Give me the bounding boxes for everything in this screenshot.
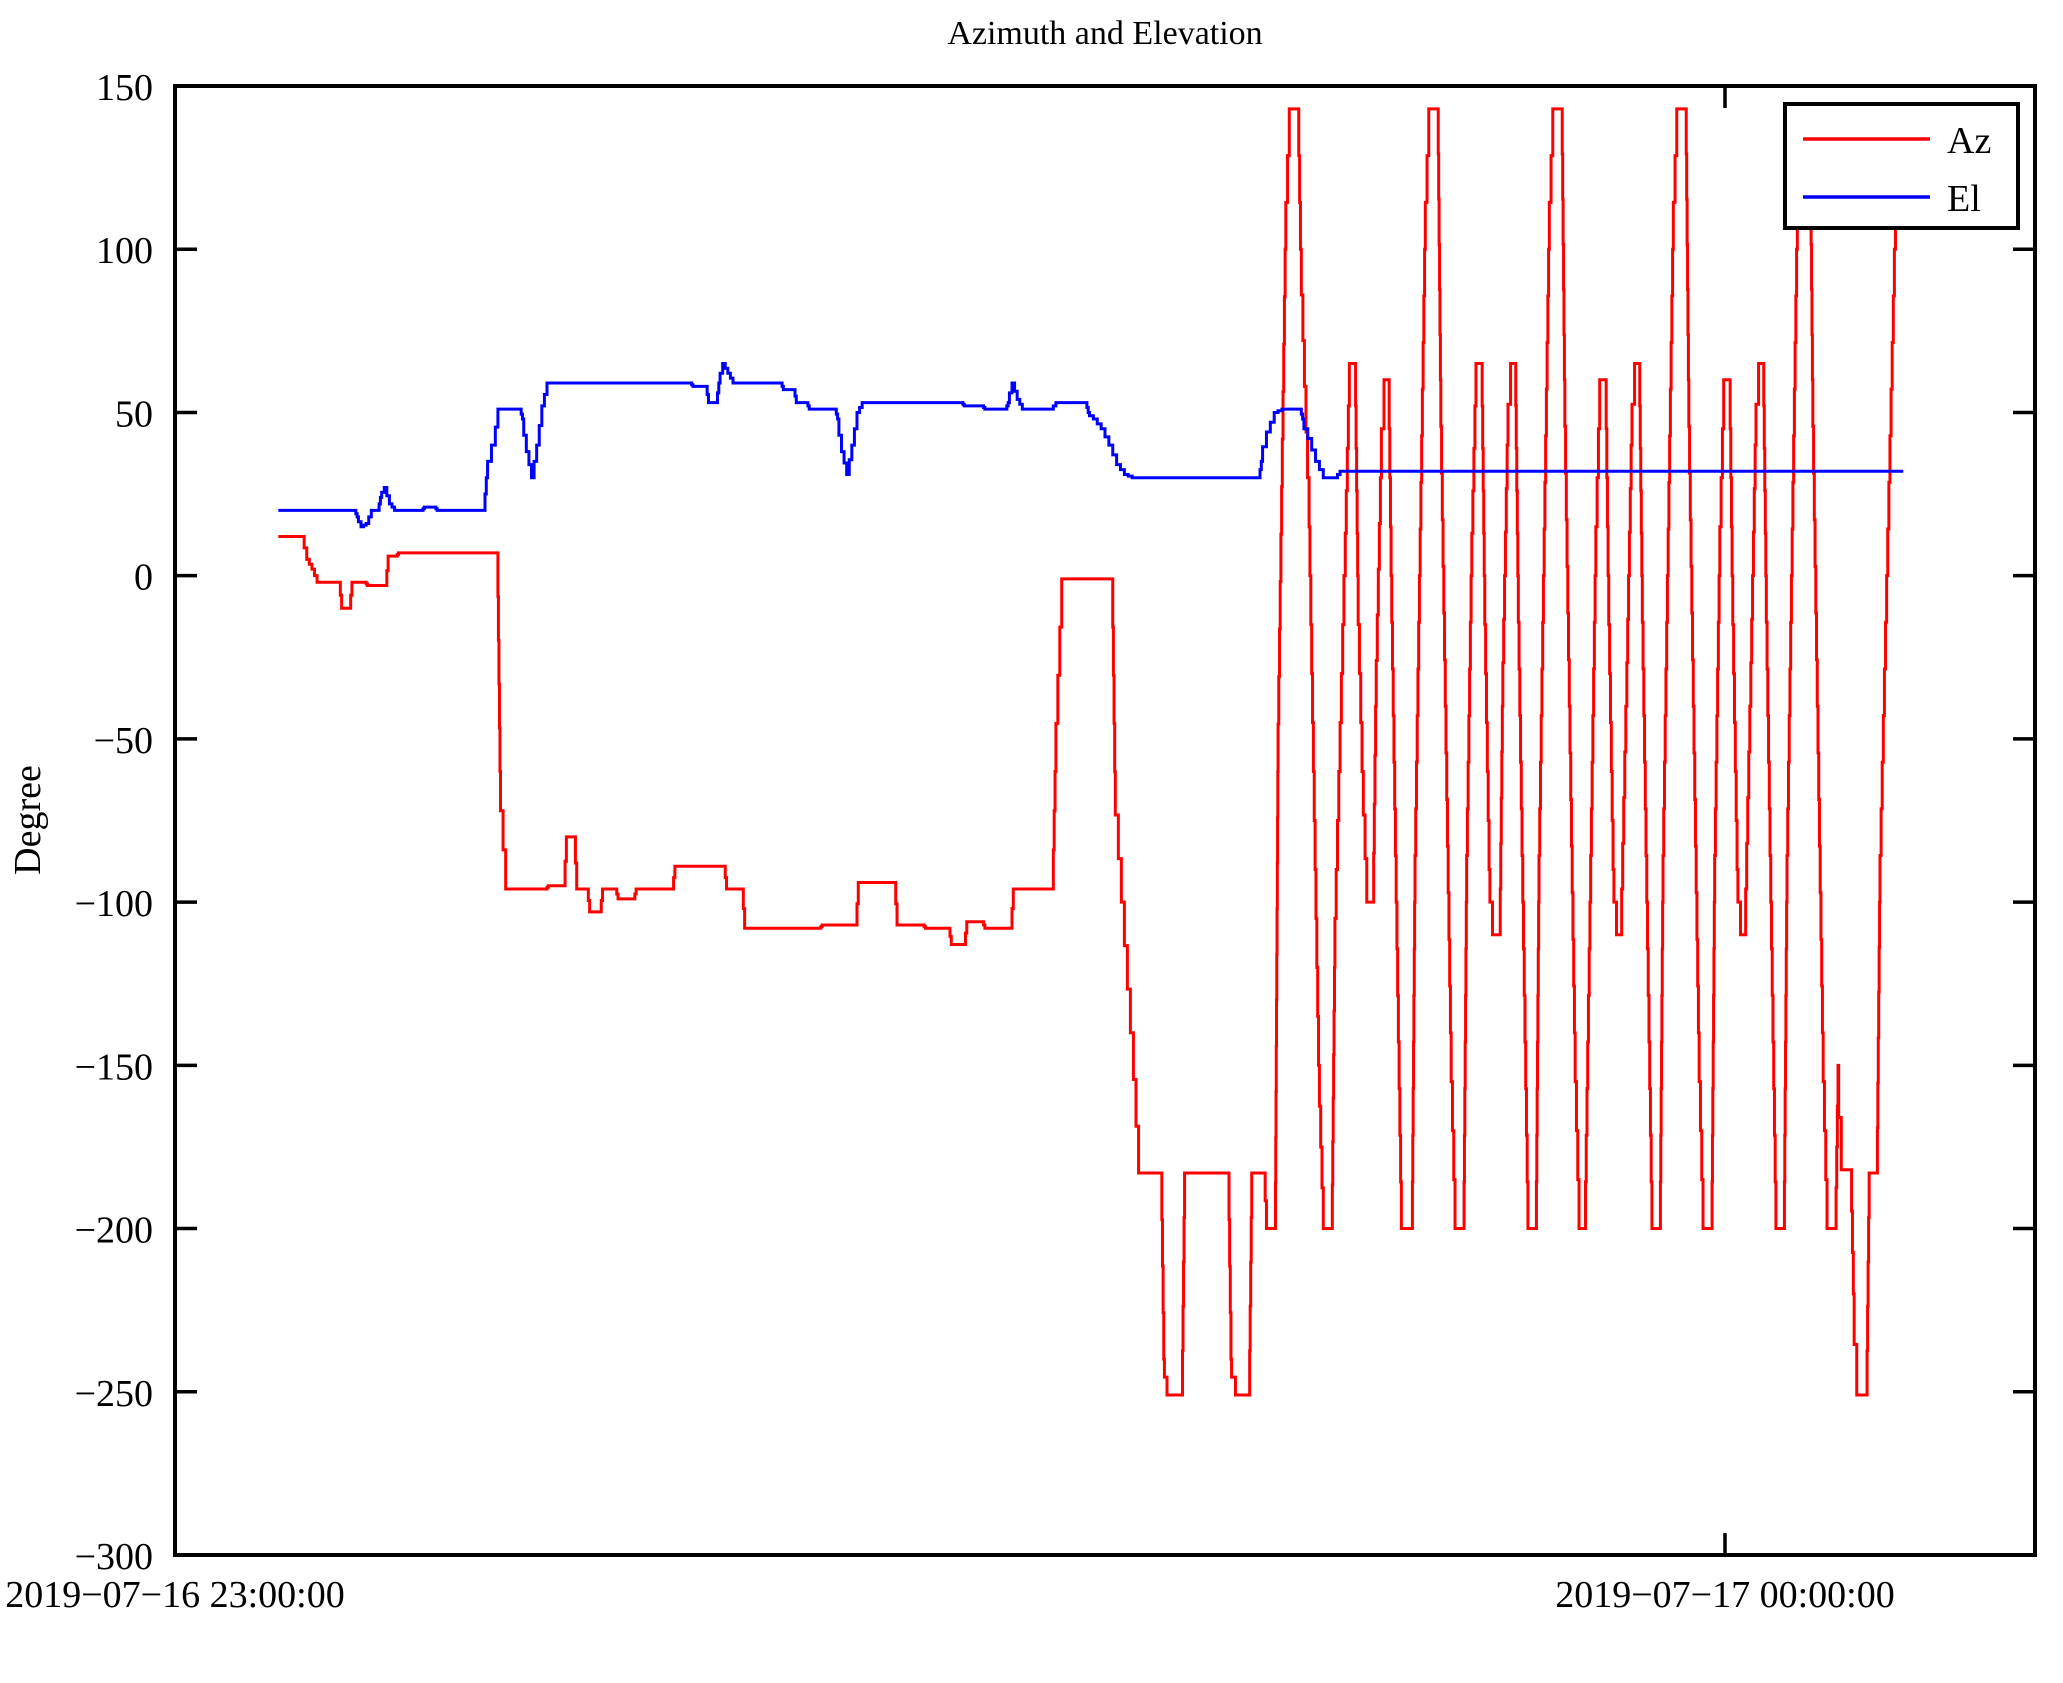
y-tick-label: −50 xyxy=(94,720,153,762)
x-tick-label: 2019−07−17 00:00:00 xyxy=(1555,1574,1894,1616)
legend-label-az: Az xyxy=(1947,120,1991,162)
series-line-az xyxy=(278,107,1904,1397)
y-tick-label: −250 xyxy=(75,1373,153,1415)
x-axis-ticks xyxy=(173,86,1727,1555)
chart-legend[interactable]: Az El xyxy=(1783,102,2020,230)
y-tick-label: −300 xyxy=(75,1536,153,1578)
y-axis-tick-labels: 150 100 50 0 −50 −100 −150 −200 −250 −300 xyxy=(75,67,153,1578)
x-axis-tick-labels: 2019−07−16 23:00:00 2019−07−17 00:00:00 xyxy=(5,1574,1894,1616)
y-axis-label: Degree xyxy=(7,765,49,875)
series-line-el xyxy=(278,361,1904,529)
data-series-layer xyxy=(278,107,1904,1397)
y-tick-label: 150 xyxy=(96,67,153,109)
y-tick-label: 100 xyxy=(96,230,153,272)
x-tick-label: 2019−07−16 23:00:00 xyxy=(5,1574,344,1616)
legend-box xyxy=(1783,102,2020,230)
y-tick-label: −100 xyxy=(75,883,153,925)
y-tick-label: −150 xyxy=(75,1046,153,1088)
y-tick-label: 50 xyxy=(115,393,153,435)
y-tick-label: 0 xyxy=(134,557,153,599)
chart-title: Azimuth and Elevation xyxy=(947,15,1262,52)
legend-label-el: El xyxy=(1947,178,1981,220)
plot-frame xyxy=(173,84,2037,1557)
y-axis-ticks xyxy=(175,84,2035,1557)
y-tick-label: −200 xyxy=(75,1210,153,1252)
